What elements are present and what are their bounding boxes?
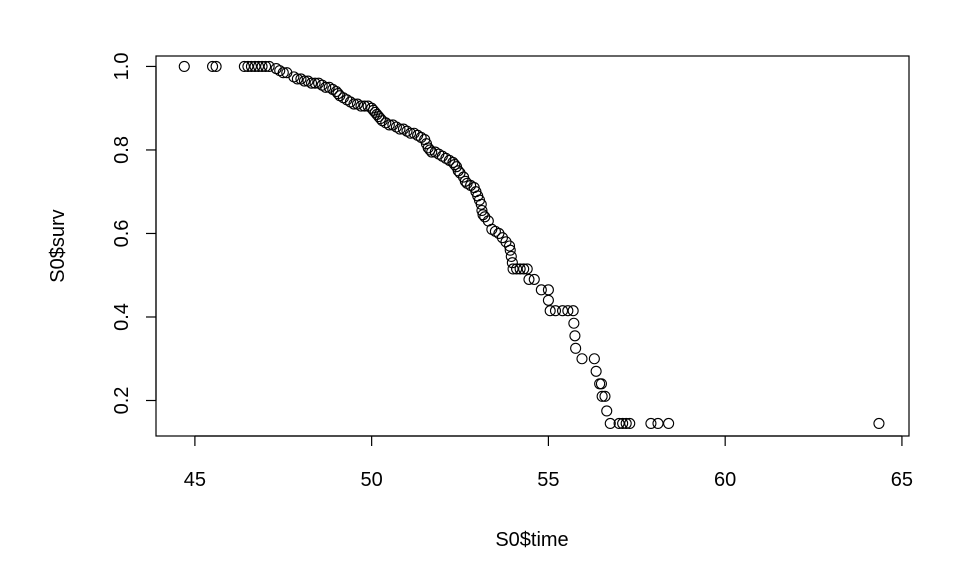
data-point: [404, 127, 417, 139]
data-point: [359, 100, 371, 112]
data-point: [298, 75, 311, 87]
data-point: [544, 305, 556, 317]
y-axis: 0.2 0.4 0.6 0.8 1.0: [111, 53, 157, 415]
data-point: [624, 417, 636, 430]
data-point: [207, 60, 219, 72]
data-point: [620, 417, 632, 430]
data-point: [309, 77, 321, 89]
data-point: [242, 60, 254, 72]
data-point: [873, 417, 885, 430]
data-point: [663, 417, 675, 430]
data-point: [599, 390, 611, 402]
x-tick-label: 60: [714, 469, 736, 491]
data-point: [256, 60, 268, 72]
data-point: [542, 294, 554, 306]
data-point: [562, 305, 574, 317]
data-point: [511, 263, 523, 275]
data-point: [277, 67, 289, 79]
data-point: [496, 232, 509, 244]
data-point: [503, 240, 516, 252]
data-point: [567, 305, 579, 317]
data-point: [652, 417, 664, 430]
x-tick-label: 45: [184, 469, 206, 491]
data-point: [454, 167, 466, 179]
data-point: [617, 417, 629, 430]
data-point: [383, 119, 395, 131]
data-point: [238, 60, 250, 72]
data-point: [479, 211, 491, 223]
data-point: [348, 98, 360, 110]
y-tick-label: 0.4: [111, 303, 133, 331]
data-point: [514, 263, 526, 275]
data-point: [210, 60, 222, 72]
data-point: [518, 263, 530, 275]
data-point: [505, 250, 517, 262]
y-tick-label: 1.0: [111, 53, 133, 81]
data-point: [570, 342, 582, 354]
data-point: [601, 405, 613, 417]
y-tick-label: 0.8: [111, 136, 133, 164]
data-point: [330, 85, 342, 98]
data-points: [178, 60, 885, 430]
data-point: [291, 73, 303, 85]
data-point: [424, 144, 436, 156]
data-point: [355, 100, 367, 112]
data-point: [249, 60, 261, 72]
data-point: [535, 284, 547, 296]
y-tick-label: 0.6: [111, 220, 133, 248]
data-point: [588, 353, 600, 365]
data-point: [504, 244, 516, 256]
x-tick-label: 65: [891, 469, 913, 491]
data-point: [604, 417, 616, 430]
x-axis: 45 50 55 60 65: [184, 435, 913, 491]
data-point: [568, 317, 580, 329]
x-tick-label: 55: [537, 469, 559, 491]
data-point: [523, 273, 535, 285]
data-point: [305, 77, 318, 89]
data-point: [476, 204, 488, 217]
data-point: [549, 305, 562, 317]
data-point: [475, 198, 487, 210]
data-point: [569, 330, 581, 342]
y-axis-title: S0$surv: [47, 209, 69, 282]
data-point: [449, 159, 461, 171]
data-point: [320, 81, 332, 93]
data-point: [576, 353, 588, 365]
data-point: [506, 257, 518, 269]
data-point: [245, 60, 258, 72]
data-point: [556, 305, 569, 317]
data-point: [493, 227, 505, 240]
y-tick-label: 0.2: [111, 387, 133, 415]
data-point: [613, 417, 625, 430]
data-point: [645, 417, 657, 430]
data-point: [426, 146, 438, 158]
data-point: [263, 60, 275, 72]
data-point: [394, 123, 406, 135]
data-point: [447, 156, 459, 169]
x-axis-title: S0$time: [495, 529, 568, 551]
data-point: [260, 60, 272, 72]
x-tick-label: 50: [361, 469, 383, 491]
data-point: [528, 273, 540, 285]
data-point: [178, 60, 190, 72]
data-point: [521, 263, 533, 275]
data-point: [590, 365, 602, 377]
data-point: [507, 263, 519, 275]
data-point: [373, 110, 385, 123]
data-point: [595, 378, 607, 390]
data-point: [596, 390, 608, 402]
data-point: [252, 60, 265, 72]
